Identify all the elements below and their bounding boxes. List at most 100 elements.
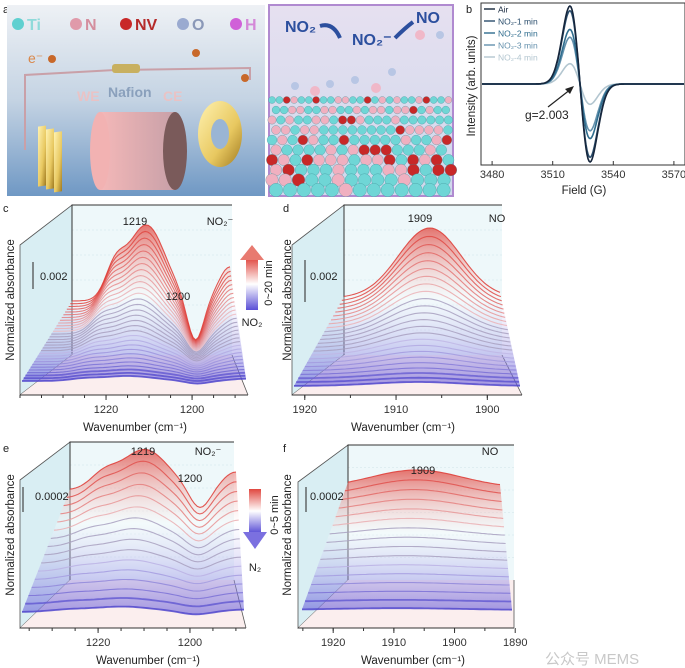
atom-icon <box>311 183 325 197</box>
spectrum-line <box>326 536 506 545</box>
resistor-icon <box>112 64 140 73</box>
spectrum-line <box>42 325 240 360</box>
atom-icon <box>393 105 402 115</box>
species-label: NO₂⁻ <box>207 216 234 228</box>
atom-icon <box>325 154 337 166</box>
spectrum-line <box>25 368 245 380</box>
spectrum-line <box>309 344 514 360</box>
atom-icon <box>408 115 418 125</box>
annotation-arrowhead-icon <box>565 86 574 94</box>
atom-icon <box>266 134 278 146</box>
atom-icon <box>336 154 349 166</box>
spectrum-line <box>302 607 513 611</box>
spectrum-line <box>37 559 242 577</box>
epr-series <box>482 4 684 164</box>
reaction-arrow-icon <box>393 20 415 40</box>
spectrum-line <box>46 314 239 357</box>
atom-icon <box>271 125 281 135</box>
panel-b: b Air NO₂-1 min NO₂-2 min NO₂-3 min NO₂-4 mi… <box>466 2 685 197</box>
atom-icon <box>444 163 457 177</box>
spectrum-line <box>31 578 243 592</box>
atom-icon <box>382 115 392 125</box>
peak-label: 1219 <box>131 446 155 458</box>
spectrum-line <box>21 605 245 616</box>
panel-label-f: f <box>283 443 287 455</box>
peak-label: 1219 <box>123 216 147 228</box>
atom-icon <box>363 96 372 104</box>
atom-icon <box>431 134 442 146</box>
spectrum-line <box>300 367 518 375</box>
atom-icon <box>368 105 378 115</box>
spectrum-line <box>313 332 513 352</box>
colorbar-label: 0~20 min <box>263 260 275 306</box>
atom-icon <box>297 96 306 104</box>
intermediate-label: NO₂⁻ <box>352 32 392 49</box>
spectrum-line <box>338 498 503 511</box>
spectrum-line <box>335 508 504 519</box>
scale-bar-label: 0.002 <box>40 271 68 283</box>
product-label: NO <box>416 10 440 27</box>
panel-d: d 1920 1910 1900 Wavenumber (cm⁻¹) Normalized… <box>282 203 523 434</box>
atom-icon <box>280 125 291 135</box>
reactant-label: NO₂ <box>285 19 316 36</box>
spectrum-line <box>35 344 242 367</box>
x-tick-label: 1900 <box>442 637 466 649</box>
atom-icon <box>444 96 453 104</box>
spectrum-line <box>69 448 237 508</box>
atom-icon <box>395 125 405 135</box>
spectrum-line <box>41 330 240 362</box>
spectrum-line <box>335 260 504 313</box>
spectrum-line <box>27 365 245 377</box>
atom-icon <box>435 115 444 125</box>
atom-icon <box>300 125 310 135</box>
species-label: NO <box>489 213 506 225</box>
atom-icon <box>266 154 278 166</box>
x-tick-label: 1920 <box>293 404 317 416</box>
spectrum-line <box>315 325 512 348</box>
watermark: 公众号 MEMS <box>545 651 639 668</box>
atom-icon <box>433 105 442 115</box>
spectrum-line <box>37 339 242 365</box>
atom-icon <box>405 125 415 135</box>
atom-icon <box>433 125 444 135</box>
spectrum-line <box>51 298 237 353</box>
spectrum-line <box>34 569 242 585</box>
electron-icon <box>48 55 56 63</box>
atom-icon <box>305 173 319 187</box>
species-label: NO₂⁻ <box>195 446 222 458</box>
epr-series-line <box>482 4 684 164</box>
electron-icon <box>241 74 249 82</box>
spectra-fill <box>294 228 520 386</box>
x-tick-label: 1200 <box>180 404 204 416</box>
panel-label-c: c <box>3 203 9 215</box>
epr-x-label: Field (G) <box>562 185 607 197</box>
atom-nv-icon <box>120 18 132 30</box>
legend-label: H <box>245 17 257 34</box>
atom-icon <box>319 96 328 104</box>
atom-icon <box>371 96 379 104</box>
panel-label-b: b <box>466 4 472 16</box>
atom-icon <box>341 96 350 104</box>
atom-icon <box>391 115 400 125</box>
spectrum-line <box>296 376 520 383</box>
atom-icon <box>409 105 418 115</box>
atom-icon <box>276 115 286 125</box>
x-tick-label: 1890 <box>503 637 527 649</box>
atom-icon <box>414 125 424 135</box>
atom-icon <box>435 144 447 156</box>
atom-icon <box>347 115 356 125</box>
atom-icon <box>347 144 359 156</box>
atom-ti-icon <box>12 18 24 30</box>
atom-icon <box>366 125 377 135</box>
atom-icon <box>290 96 298 104</box>
spectrum-line <box>61 262 234 346</box>
atom-icon <box>352 105 361 115</box>
atom-icon <box>312 96 320 104</box>
atom-n-icon <box>70 18 82 30</box>
atom-icon <box>297 134 308 146</box>
atom-icon <box>290 125 300 135</box>
atom-icon <box>289 154 302 166</box>
legend-label: N <box>85 17 97 34</box>
atom-icon <box>364 115 374 125</box>
